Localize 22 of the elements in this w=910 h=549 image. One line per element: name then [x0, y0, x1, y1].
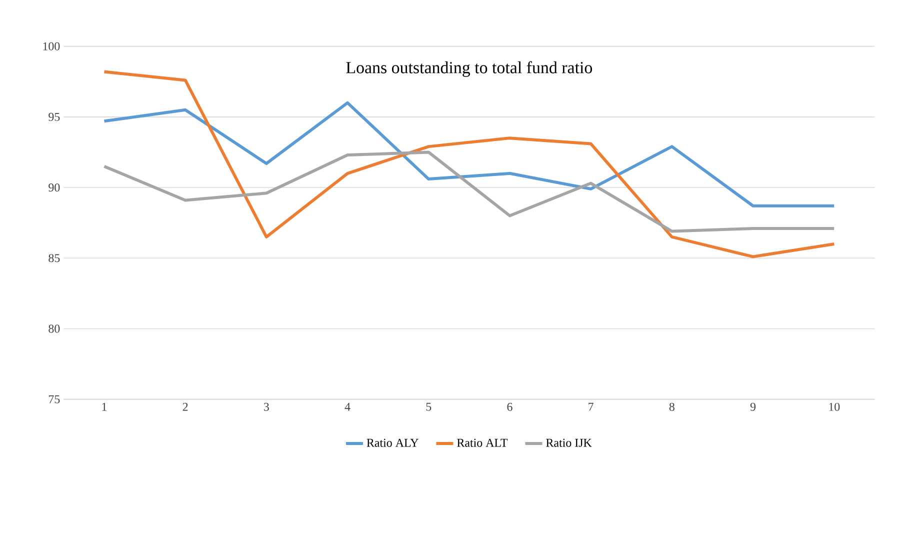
x-tick-label: 1 — [102, 402, 106, 411]
line-series — [102, 101, 836, 208]
x-tick-label: 8 — [669, 402, 674, 411]
legend-label: Ratio ALY — [366, 438, 418, 447]
y-tick-label: 85 — [48, 254, 60, 262]
x-tick-label: 3 — [264, 402, 269, 411]
y-tick-label: 75 — [48, 395, 60, 404]
line-series — [102, 150, 836, 233]
x-tick-label: 7 — [588, 402, 594, 411]
y-tick-label: 95 — [48, 112, 60, 121]
legend-label: Ratio IJK — [546, 438, 592, 447]
x-tick-label: 5 — [426, 402, 432, 411]
y-tick-label: 100 — [43, 42, 60, 50]
x-tick-label: 2 — [182, 402, 188, 411]
x-tick-label: 10 — [829, 402, 840, 411]
x-tick-label: 6 — [507, 402, 512, 411]
y-tick-label: 80 — [48, 324, 60, 333]
x-tick-label: 9 — [750, 402, 756, 411]
y-tick-label: 90 — [48, 183, 60, 192]
x-tick-label: 4 — [344, 402, 350, 411]
text: Loans outstanding to total fund ratio — [346, 61, 592, 77]
legend-label: Ratio ALT — [457, 438, 508, 447]
